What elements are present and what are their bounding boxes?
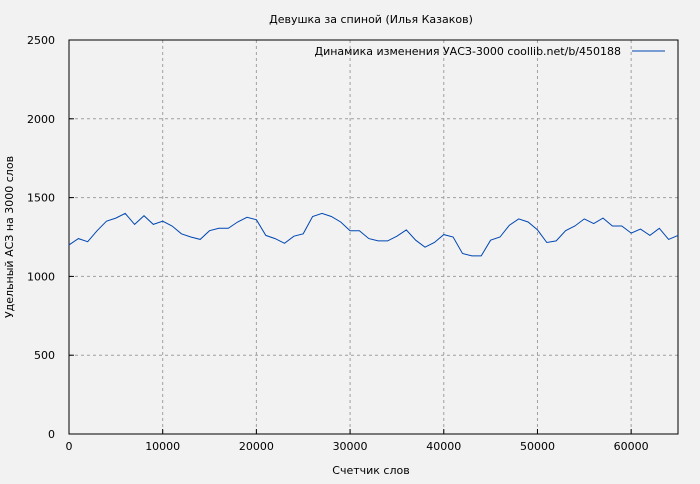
y-axis-label: Удельный АСЗ на 3000 слов [3,156,16,318]
x-tick-label: 60000 [614,440,649,453]
x-tick-label: 30000 [333,440,368,453]
y-tick-label: 1000 [27,270,55,283]
x-tick-label: 40000 [426,440,461,453]
plot-border [68,39,679,435]
y-tick-label: 2000 [27,113,55,126]
y-tick-label: 2500 [27,34,55,47]
series-line [68,212,679,257]
x-tick-label: 10000 [145,440,180,453]
ticks: 0 10000 20000 30000 40000 50000 60000 0 500 1000 1… [27,34,649,453]
x-axis-label: Счетчик слов [332,464,409,477]
legend-label: Динамика изменения УАСЗ-3000 coollib.net… [315,45,622,58]
y-tick-label: 500 [34,349,55,362]
x-tick-label: 0 [66,440,73,453]
x-tick-label: 20000 [239,440,274,453]
chart-title: Девушка за спиной (Илья Казаков) [269,13,473,26]
legend: Динамика изменения УАСЗ-3000 coollib.net… [315,45,665,58]
x-tick-label: 50000 [520,440,555,453]
y-tick-label: 1500 [27,192,55,205]
grid [69,40,678,434]
series [68,212,679,257]
y-tick-label: 0 [48,428,55,441]
